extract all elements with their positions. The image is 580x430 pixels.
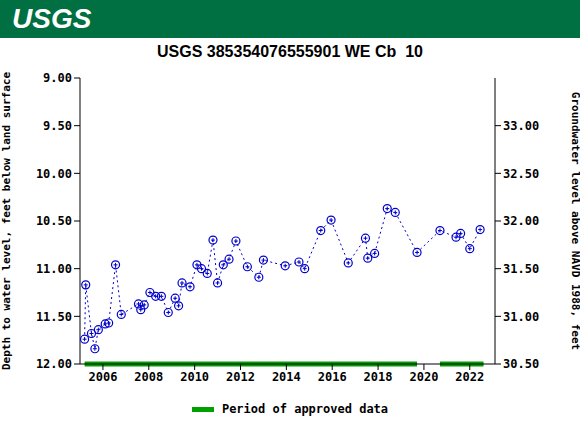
svg-text:30.50: 30.50 <box>503 357 539 371</box>
svg-text:2010: 2010 <box>180 370 209 384</box>
html-text:USGS 385354076555901 WE Cb 10: USGS 385354076555901 WE Cb 10 <box>157 43 423 60</box>
svg-text:11.00: 11.00 <box>36 262 72 276</box>
html-text:USGS: USGS <box>12 3 92 34</box>
svg-text:2020: 2020 <box>409 370 438 384</box>
svg-text:31.50: 31.50 <box>503 262 539 276</box>
svg-text:12.00: 12.00 <box>36 357 72 371</box>
svg-text:10.50: 10.50 <box>36 214 72 228</box>
svg-text:2008: 2008 <box>134 370 163 384</box>
svg-text:2014: 2014 <box>272 370 301 384</box>
svg-text:10.00: 10.00 <box>36 167 72 181</box>
svg-text:11.50: 11.50 <box>36 310 72 324</box>
svg-text:32.00: 32.00 <box>503 214 539 228</box>
svg-text:2022: 2022 <box>455 370 484 384</box>
svg-text:Groundwater level above NAVD 1: Groundwater level above NAVD 1988, feet <box>569 92 572 350</box>
svg-text:2016: 2016 <box>318 370 347 384</box>
svg-text:9.50: 9.50 <box>43 119 72 133</box>
html-text:Period of approved data: Period of approved data <box>221 402 389 416</box>
svg-text:2012: 2012 <box>226 370 255 384</box>
svg-text:2006: 2006 <box>88 370 117 384</box>
svg-text:2018: 2018 <box>364 370 393 384</box>
svg-text:9.00: 9.00 <box>43 71 72 85</box>
svg-text:31.00: 31.00 <box>503 310 539 324</box>
svg-text:33.00: 33.00 <box>503 119 539 133</box>
svg-text:Depth to water level, feet bel: Depth to water level, feet below land su… <box>8 72 13 370</box>
svg-text:32.50: 32.50 <box>503 167 539 181</box>
